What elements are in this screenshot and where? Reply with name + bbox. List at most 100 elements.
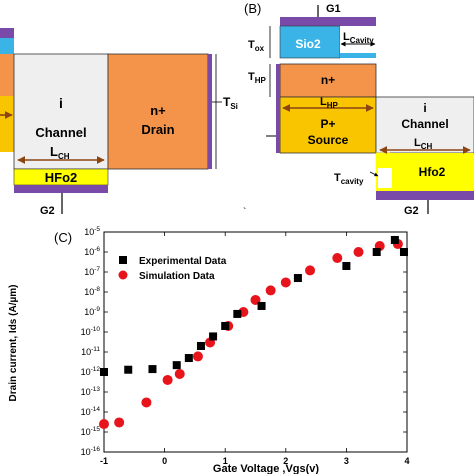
y-tick-label: 10-9: [84, 306, 100, 317]
a-top-left-cyan: [0, 38, 14, 54]
experimental-data-point: [342, 261, 351, 270]
panel-c-chart: (C) 10-1610-1510-1410-1310-1210-1110-101…: [8, 226, 410, 474]
experimental-data-point: [172, 361, 181, 370]
b-label-nplus: n+: [321, 73, 335, 87]
simulation-data-point: [114, 417, 125, 428]
simulation-data-point: [141, 397, 152, 408]
a-label-tsi: TSi: [223, 95, 238, 111]
simulation-data-point: [280, 277, 291, 288]
a-label-drain: Drain: [141, 122, 174, 137]
simulation-data-point: [305, 265, 316, 276]
b-label-lcavity: LCavity: [343, 31, 374, 45]
experimental-data-point: [148, 365, 157, 374]
b-channel-region: [375, 96, 474, 154]
b-g1-purple: [280, 17, 376, 26]
a-top-left-purple: [0, 28, 14, 38]
y-tick-label: 10-7: [84, 266, 100, 277]
experimental-data-point: [390, 235, 399, 244]
a-drain-region: [107, 53, 209, 170]
x-tick-label: 1: [223, 456, 228, 466]
legend-marker-experimental: [119, 256, 127, 264]
a-label-g2: G2: [40, 205, 55, 217]
simulation-data-point: [174, 368, 185, 379]
a-channel-region: [13, 53, 109, 170]
y-tick-label: 10-12: [81, 366, 101, 377]
b-cavity-strip: [340, 53, 376, 58]
a-left-orange: [0, 54, 14, 96]
experimental-data-point: [184, 354, 193, 363]
experimental-data-point: [293, 274, 302, 283]
b-label-pplus: P+: [320, 117, 335, 131]
a-right-purple-contact: [208, 54, 212, 169]
a-label-lch: LCH: [50, 144, 70, 161]
y-tick-label: 10-6: [84, 246, 100, 257]
b-label-tcavity: Tcavity: [334, 172, 364, 186]
experimental-data-point: [196, 341, 205, 350]
b-panel-label: (B): [244, 1, 261, 16]
b-cavity-white: [378, 168, 392, 188]
c-x-axis-label: Gate Voltage ,Vgs(v): [213, 463, 319, 474]
experimental-data-point: [372, 248, 381, 256]
simulation-data-point: [162, 374, 173, 385]
a-left-yellow: [0, 96, 14, 152]
experimental-data-point: [257, 301, 266, 310]
b-label-lhp: LHP: [320, 96, 339, 110]
simulation-data-point: [353, 247, 364, 257]
y-tick-label: 10-10: [81, 326, 101, 337]
b-left-purple-contact: [276, 64, 280, 153]
legend-label-experimental: Experimental Data: [139, 256, 227, 267]
a-label-hfo2: HFo2: [45, 170, 78, 185]
experimental-data-point: [233, 309, 242, 318]
x-tick-label: 0: [162, 456, 167, 466]
a-label-i: i: [59, 95, 63, 111]
y-tick-label: 10-14: [81, 406, 101, 417]
legend-marker-simulation: [118, 270, 128, 280]
b-g2-purple: [376, 191, 474, 200]
simulation-data-point: [99, 419, 109, 430]
y-tick-label: 10-15: [81, 426, 101, 437]
b-label-g1: G1: [326, 3, 341, 15]
a-label-channel: Channel: [35, 125, 86, 140]
c-plot-frame: [103, 231, 408, 453]
experimental-data-point: [100, 368, 108, 376]
y-tick-label: 10-13: [81, 386, 101, 397]
simulation-data-point: [332, 253, 343, 264]
b-label-g2: G2: [404, 205, 419, 217]
experimental-data-point: [221, 321, 230, 330]
x-tick-label: 3: [344, 456, 349, 466]
panel-b-device: (B) G1 Sio2 LCavity Tox THP n+ LHP P+ So…: [243, 1, 474, 218]
b-tcavity-arrow: [369, 171, 379, 177]
b-cavity-region: [340, 26, 376, 53]
b-label-sio2: Sio2: [295, 37, 321, 51]
b-hfo2-bottom: [376, 153, 474, 191]
experimental-data-point: [124, 365, 133, 374]
experimental-data-point: [209, 332, 218, 341]
y-tick-label: 10-16: [81, 446, 101, 457]
c-ytick-label-group: 10-16 10-15 10-14 10-13 10-12 10-11 10-10 10-9 1…: [81, 226, 101, 457]
b-label-i: i: [423, 101, 426, 115]
y-tick-label: 10-11: [81, 346, 100, 357]
b-label-lch: LCH: [414, 137, 433, 151]
c-panel-label: (C): [54, 230, 72, 245]
b-label-source: Source: [308, 133, 349, 147]
x-tick-label: -1: [100, 456, 108, 466]
c-points-group: [99, 235, 408, 430]
y-tick-label: 10-8: [84, 286, 100, 297]
x-tick-label: 4: [404, 456, 409, 466]
panel-a-device: i Channel LCH n+ Drain TSi HFo2 G2: [0, 28, 238, 217]
b-label-thp: THP: [248, 71, 267, 85]
b-label-tox: Tox: [248, 39, 265, 53]
b-stray-mark: `: [243, 206, 246, 218]
c-xtick-label-group: -1 0 1 2 3 4: [100, 456, 410, 466]
b-label-hfo2: Hfo2: [419, 165, 446, 179]
legend-label-simulation: Simulation Data: [139, 271, 215, 282]
c-legend: Experimental Data Simulation Data: [118, 256, 227, 282]
x-tick-label: 2: [283, 456, 288, 466]
y-tick-label: 10-5: [84, 226, 100, 237]
c-y-axis-label: Drain current, Ids (A/µm): [8, 285, 19, 402]
simulation-data-point: [192, 351, 203, 362]
a-label-nplus: n+: [150, 103, 166, 118]
b-label-channel: Channel: [401, 117, 448, 131]
a-gate-purple: [14, 185, 108, 193]
